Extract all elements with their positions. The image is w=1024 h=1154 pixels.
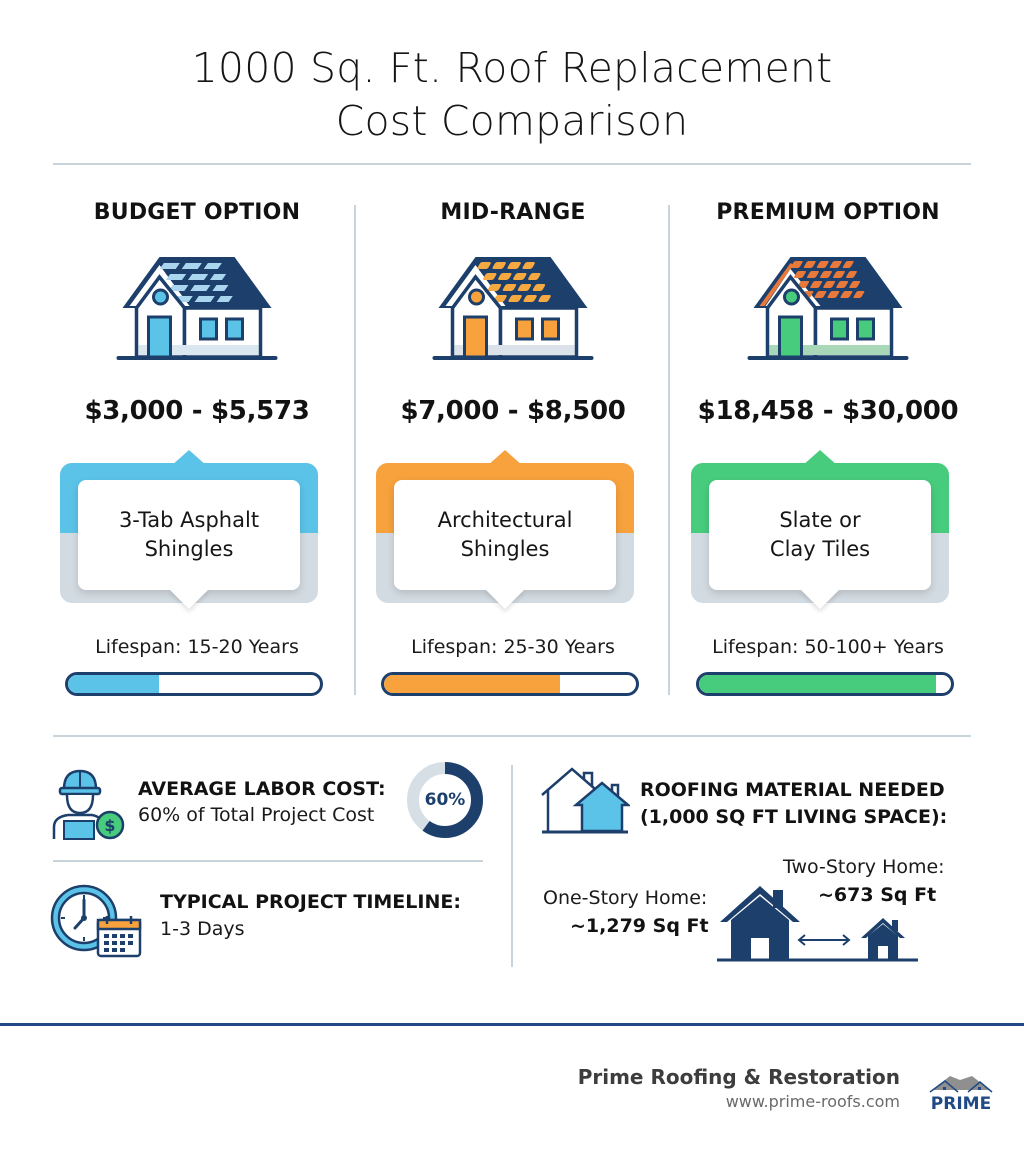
option-heading: BUDGET OPTION bbox=[93, 200, 301, 225]
two-story-label: Two-Story Home: bbox=[783, 856, 945, 878]
footer-rule bbox=[0, 1023, 1024, 1026]
clock-calendar-icon bbox=[50, 884, 142, 958]
lifespan-bar-fill bbox=[384, 675, 561, 693]
timeline-subtitle: 1-3 Days bbox=[160, 918, 245, 940]
left-subsection-divider bbox=[53, 860, 483, 862]
lifespan-bar bbox=[381, 672, 639, 696]
price-range: $18,458 - $30,000 bbox=[697, 396, 959, 426]
company-website[interactable]: www.prime-roofs.com bbox=[725, 1092, 900, 1111]
one-story-value: ~1,279 Sq Ft bbox=[570, 915, 709, 937]
option-heading: PREMIUM OPTION bbox=[716, 200, 940, 225]
material-needed-title: ROOFING MATERIAL NEEDED (1,000 SQ FT LIV… bbox=[640, 779, 948, 828]
material-label: Slate or Clay Tiles bbox=[769, 508, 871, 561]
material-label: Architectural Shingles bbox=[437, 508, 573, 561]
lifespan-label: Lifespan: 25-30 Years bbox=[411, 636, 615, 658]
lifespan-bar-fill bbox=[68, 675, 159, 693]
worker-dollar-icon: $ bbox=[52, 769, 125, 840]
title-line-1: 1000 Sq. Ft. Roof Replacement bbox=[191, 44, 833, 92]
bottom-column-divider bbox=[511, 765, 513, 967]
option-premium: PREMIUM OPTION bbox=[678, 190, 978, 710]
houses-icon bbox=[541, 767, 630, 834]
title-divider bbox=[53, 163, 971, 165]
lifespan-bar-fill bbox=[699, 675, 936, 693]
material-callout: 3-Tab Asphalt Shingles bbox=[60, 446, 318, 610]
material-callout: Architectural Shingles bbox=[376, 446, 634, 610]
labor-donut-chart bbox=[407, 762, 483, 838]
timeline-title: TYPICAL PROJECT TIMELINE: bbox=[160, 891, 461, 913]
option-mid-range: MID-RANGE $7,000 - $ bbox=[363, 190, 663, 710]
labor-cost-subtitle: 60% of Total Project Cost bbox=[138, 804, 375, 826]
lifespan-bar bbox=[65, 672, 323, 696]
house-orange-shingle-icon bbox=[432, 257, 594, 360]
section-divider bbox=[53, 735, 971, 737]
title-line-2: Cost Comparison bbox=[335, 97, 689, 145]
lifespan-label: Lifespan: 15-20 Years bbox=[95, 636, 299, 658]
lifespan-label: Lifespan: 50-100+ Years bbox=[712, 636, 944, 658]
house-blue-shingle-icon bbox=[116, 257, 278, 360]
lifespan-bar bbox=[696, 672, 954, 696]
svg-text:PRIME: PRIME bbox=[931, 1094, 991, 1112]
house-clay-tile-icon bbox=[747, 257, 909, 360]
option-budget: BUDGET OPTION $3,000 - $5,573 bbox=[47, 190, 347, 710]
prime-logo-icon: PRIME bbox=[929, 1076, 993, 1112]
column-divider-1 bbox=[354, 205, 356, 695]
labor-donut-label: 60% bbox=[424, 790, 466, 810]
page-title: 1000 Sq. Ft. Roof Replacement Cost Compa… bbox=[0, 42, 1024, 148]
svg-text:$: $ bbox=[104, 816, 115, 835]
two-story-value: ~673 Sq Ft bbox=[818, 884, 937, 906]
material-label: 3-Tab Asphalt Shingles bbox=[118, 508, 260, 561]
company-name: Prime Roofing & Restoration bbox=[577, 1065, 900, 1089]
one-vs-two-story-homes-icon bbox=[717, 886, 918, 962]
one-story-label: One-Story Home: bbox=[543, 887, 708, 909]
option-heading: MID-RANGE bbox=[440, 200, 586, 225]
price-range: $7,000 - $8,500 bbox=[400, 396, 626, 426]
material-callout: Slate or Clay Tiles bbox=[691, 446, 949, 610]
labor-cost-title: AVERAGE LABOR COST: bbox=[138, 778, 386, 800]
price-range: $3,000 - $5,573 bbox=[84, 396, 310, 426]
column-divider-2 bbox=[668, 205, 670, 695]
